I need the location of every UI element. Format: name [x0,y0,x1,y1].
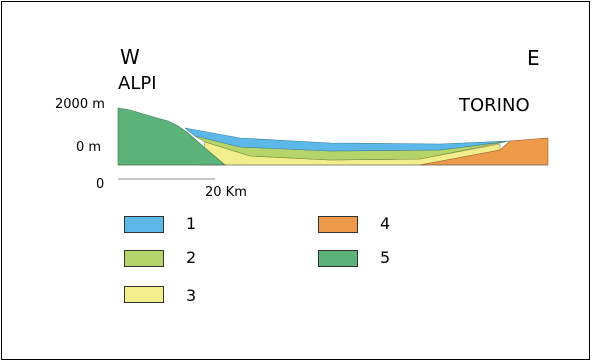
legend-label-4: 4 [380,214,391,233]
legend-swatch-4 [318,216,358,233]
torino-label: TORINO [459,95,530,116]
legend-swatch-1 [124,216,164,233]
alps-label: ALPI [118,73,157,94]
west-label: W [120,45,140,69]
legend-label-3: 3 [186,286,197,305]
east-label: E [527,46,540,70]
legend-swatch-5 [318,250,358,267]
unit-1-blue [184,127,511,152]
elevation-0-label: 0 m [76,140,102,155]
legend-label-2: 2 [186,248,197,267]
scale-distance-label: 20 Km [205,185,247,200]
legend-swatch-2 [124,250,164,267]
legend-label-1: 1 [186,214,197,233]
legend-swatch-3 [124,286,164,303]
legend-label-5: 5 [380,248,391,267]
scale-zero-label: 0 [96,177,105,192]
elevation-2000-label: 2000 m [55,97,105,112]
